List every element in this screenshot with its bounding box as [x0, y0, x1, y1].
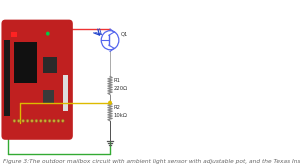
Circle shape	[44, 119, 46, 122]
Text: Figure 3:The outdoor mailbox circuit with ambient light sensor with adjustable p: Figure 3:The outdoor mailbox circuit wit…	[3, 159, 300, 164]
FancyBboxPatch shape	[2, 20, 73, 140]
Text: R2: R2	[114, 105, 121, 110]
Text: 10kΩ: 10kΩ	[114, 113, 128, 118]
Text: Q1: Q1	[121, 31, 128, 36]
Text: 220Ω: 220Ω	[114, 86, 128, 91]
Bar	[4, 40, 10, 116]
Circle shape	[17, 119, 20, 122]
Text: R1: R1	[114, 79, 121, 83]
Circle shape	[39, 119, 42, 122]
Circle shape	[48, 119, 51, 122]
Bar	[11, 32, 17, 37]
Circle shape	[22, 119, 25, 122]
Circle shape	[35, 119, 38, 122]
Circle shape	[61, 119, 64, 122]
Circle shape	[108, 101, 112, 105]
Bar	[43, 90, 54, 103]
Circle shape	[101, 31, 119, 50]
Circle shape	[31, 119, 33, 122]
Circle shape	[26, 119, 29, 122]
Circle shape	[13, 119, 16, 122]
Circle shape	[46, 32, 50, 36]
Bar	[14, 42, 37, 83]
Circle shape	[52, 119, 56, 122]
Bar	[63, 75, 68, 111]
Bar	[43, 57, 57, 73]
Circle shape	[57, 119, 60, 122]
